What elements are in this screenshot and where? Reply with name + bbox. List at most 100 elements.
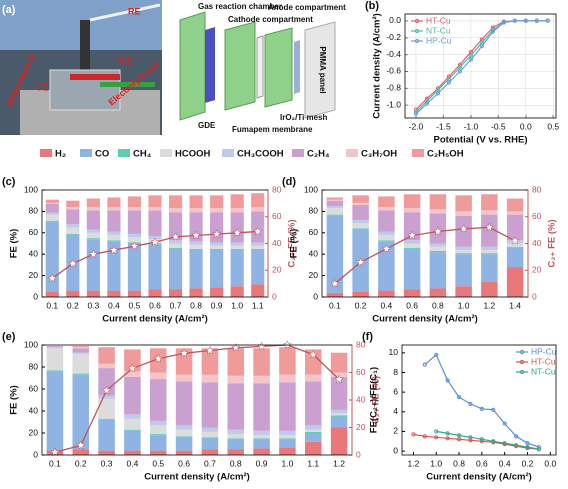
photo-label: CE xyxy=(36,82,49,92)
x-tick-label: 0.9 xyxy=(256,458,268,468)
legend-marker xyxy=(414,38,420,44)
x-tick-label: 0.8 xyxy=(190,300,202,310)
x-tick-label: 0.1 xyxy=(46,300,58,310)
y-tick-label: 6 xyxy=(393,386,398,396)
x-tick-label: 1.0 xyxy=(430,458,442,468)
y-tick-label: 0 xyxy=(33,449,38,459)
bar-segment xyxy=(45,199,59,203)
x-tick-label: 0.3 xyxy=(101,458,113,468)
bar-segment xyxy=(107,240,121,242)
bar-segment xyxy=(127,290,142,297)
schematic: Gas reaction chamber Cathode compartment… xyxy=(179,2,346,134)
bar-segment xyxy=(326,199,344,201)
bar-segment xyxy=(124,429,141,431)
bar-segment xyxy=(506,211,524,215)
legend-label: CH₄ xyxy=(133,149,152,160)
x-axis-label: Current density (A/cm²) xyxy=(144,472,250,483)
c2-point xyxy=(170,231,181,241)
y2-tick-label: 40 xyxy=(272,238,282,248)
point xyxy=(424,98,430,104)
bar-segment xyxy=(304,433,322,442)
bar-segment xyxy=(148,289,162,297)
bar-segment xyxy=(403,208,421,213)
point xyxy=(435,91,441,96)
bar-segment xyxy=(326,197,344,200)
point xyxy=(479,44,484,49)
bar-segment xyxy=(168,208,183,213)
point xyxy=(445,431,450,436)
series-line xyxy=(415,20,548,115)
bar-segment xyxy=(330,409,348,414)
point xyxy=(513,443,519,448)
c2-point xyxy=(191,230,201,240)
point xyxy=(525,441,530,446)
bar-segment xyxy=(253,375,270,384)
bar-segment xyxy=(168,247,183,249)
bar-segment xyxy=(124,430,141,451)
c2-point xyxy=(510,235,520,245)
bar-segment xyxy=(72,353,90,374)
bar-segment xyxy=(201,449,219,455)
bar-segment xyxy=(330,427,348,455)
bar-segment xyxy=(378,240,395,242)
point xyxy=(434,352,439,357)
y-tick-label: -1.0 xyxy=(386,100,401,110)
y2-tick-label: 0 xyxy=(356,449,361,459)
c2-point xyxy=(253,226,263,236)
bar-segment xyxy=(45,212,59,215)
bar-segment xyxy=(175,425,193,430)
bar-segment xyxy=(201,348,219,375)
bar-segment xyxy=(227,439,245,450)
x-tick-label: -2.0 xyxy=(409,121,424,131)
x-tick-label: 0.5 xyxy=(547,121,559,131)
bar-segment xyxy=(506,267,524,297)
x-tick-label: 0.4 xyxy=(499,458,511,468)
panel-label: (d) xyxy=(282,176,296,188)
bar-segment xyxy=(168,240,183,244)
bar-segment xyxy=(86,232,100,239)
y-tick-label: 0 xyxy=(313,291,318,301)
bar-segment xyxy=(148,244,162,290)
c2-point xyxy=(127,363,138,373)
bar-segment xyxy=(149,420,167,426)
x-axis-label: Current density (A/cm²) xyxy=(372,314,478,325)
bar-segment xyxy=(506,214,524,241)
bar-segment xyxy=(98,363,115,369)
bar-segment xyxy=(86,229,100,233)
legend-swatch xyxy=(292,149,304,157)
bar-segment xyxy=(481,214,498,247)
c2-point xyxy=(308,349,318,359)
x-axis-label: Potential (V vs. RHE) xyxy=(434,135,528,146)
bar-segment xyxy=(227,383,245,430)
bar-segment xyxy=(403,194,421,209)
bar-segment xyxy=(66,209,80,225)
bar-segment xyxy=(72,374,90,450)
c2-point xyxy=(47,273,57,283)
bar-segment xyxy=(481,194,498,211)
bar-segment xyxy=(304,349,322,375)
y2-tick-label: 40 xyxy=(356,394,366,404)
bar-segment xyxy=(429,252,447,289)
y-axis-label: FE (%) xyxy=(289,229,300,259)
bar-segment xyxy=(72,346,90,348)
point xyxy=(468,53,473,58)
x-tick-label: 0.2 xyxy=(67,300,79,310)
bar-segment xyxy=(279,435,296,439)
bar-segment xyxy=(230,194,244,209)
bar-segment xyxy=(253,383,270,431)
c2-point xyxy=(101,385,112,395)
bar-segment xyxy=(403,243,421,248)
bar-segment xyxy=(429,246,447,251)
bar-segment xyxy=(45,222,59,292)
photo-wire xyxy=(89,3,161,22)
bar-segment xyxy=(251,284,265,297)
point xyxy=(501,20,506,25)
bar-segment xyxy=(227,434,245,439)
schematic-label: Anode compartment xyxy=(268,3,346,12)
x-axis-label: Current density (A/cm²) xyxy=(426,472,532,483)
bar-segment xyxy=(189,288,203,297)
bar-segment xyxy=(326,292,344,297)
legend-swatch xyxy=(80,149,92,157)
bar-segment xyxy=(127,210,142,234)
y-tick-label: -0.4 xyxy=(386,49,401,59)
